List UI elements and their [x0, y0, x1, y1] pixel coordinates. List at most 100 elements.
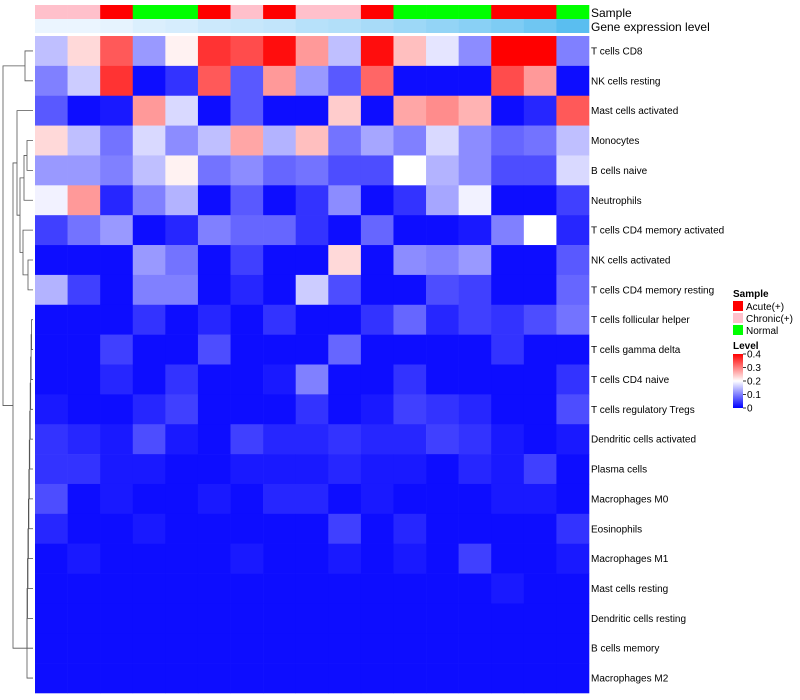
heatmap-cell: [197, 334, 231, 365]
heatmap-cell: [35, 424, 68, 455]
heatmap-cell: [165, 513, 199, 544]
heatmap-cell: [35, 663, 68, 694]
heatmap-cell: [328, 543, 362, 574]
sample-legend: Sample Acute(+)Chronic(+)Normal: [733, 289, 793, 337]
heatmap-cell: [491, 125, 525, 156]
sample-annotation-cell: [100, 5, 134, 19]
row-label: Macrophages M2: [591, 674, 669, 685]
heatmap-cell: [523, 334, 557, 365]
heatmap-cell: [556, 215, 590, 246]
heatmap-cell: [67, 185, 101, 216]
dendrogram-branch: [30, 334, 33, 380]
heatmap-cell: [328, 454, 362, 485]
heatmap-cell: [491, 65, 525, 97]
heatmap-cell: [556, 334, 590, 365]
heatmap-cell: [165, 36, 199, 67]
heatmap-cell: [197, 65, 231, 97]
heatmap-cell: [100, 125, 134, 156]
heatmap-cell: [360, 573, 394, 604]
heatmap-cell: [165, 543, 199, 574]
heatmap-cell: [197, 663, 231, 694]
heatmap-cell: [491, 663, 525, 694]
heatmap-cell: [458, 603, 492, 634]
heatmap-cell: [165, 95, 199, 126]
level-legend-tick-label: 0: [747, 404, 753, 415]
heatmap-cell: [556, 245, 590, 276]
row-label: NK cells activated: [591, 255, 670, 266]
row-labels: T cells CD8 NK cells resting Mast cells ac…: [591, 46, 724, 684]
heatmap-cell: [491, 185, 525, 216]
heatmap-cell: [197, 603, 231, 634]
heatmap-cell: [360, 245, 394, 276]
heatmap-cell: [328, 483, 362, 515]
heatmap-cell: [295, 573, 329, 604]
heatmap-cell: [523, 95, 557, 126]
heatmap-cell: [230, 543, 264, 574]
heatmap-cell: [556, 394, 590, 425]
heatmap-cell: [523, 215, 557, 246]
heatmap-cell: [491, 454, 525, 485]
heatmap-cell: [556, 454, 590, 485]
heatmap-cell: [426, 543, 459, 574]
heatmap-cell: [393, 364, 427, 395]
heatmap-cell: [230, 155, 264, 186]
sample-legend-swatch: [733, 325, 743, 335]
heatmap-cell: [263, 274, 297, 306]
heatmap-cell: [360, 543, 394, 574]
heatmap-cell: [295, 633, 329, 664]
heatmap-cell: [328, 364, 362, 395]
heatmap-cell: [360, 633, 394, 664]
heatmap-cell: [360, 185, 394, 216]
heatmap-cell: [100, 543, 134, 574]
heatmap-cell: [360, 364, 394, 395]
heatmap-cell: [230, 304, 264, 335]
heatmap-cell: [458, 454, 492, 485]
heatmap-cell: [556, 95, 590, 126]
heatmap-cell: [132, 603, 166, 634]
heatmap-cell: [393, 513, 427, 544]
heatmap-cell: [67, 215, 101, 246]
heatmap-cell: [523, 274, 557, 306]
heatmap-cell: [197, 543, 231, 574]
heatmap-cell: [67, 454, 101, 485]
heatmap-cell: [360, 215, 394, 246]
heatmap-cell: [67, 573, 101, 604]
sample-annotation-cell: [230, 5, 264, 19]
heatmap-cell: [263, 513, 297, 544]
heatmap-cell: [328, 603, 362, 634]
heatmap-cell: [426, 215, 459, 246]
heatmap-cell: [67, 334, 101, 365]
heatmap-cell: [263, 364, 297, 395]
heatmap-cell: [197, 394, 231, 425]
heatmap-cell: [67, 483, 101, 515]
heatmap-cell: [165, 603, 199, 634]
heatmap-cell: [491, 95, 525, 126]
heatmap-cell: [263, 424, 297, 455]
expression-annotation-cell: [523, 19, 557, 33]
sample-annotation-cell: [35, 5, 68, 19]
heatmap-cell: [67, 304, 101, 335]
heatmap-cell: [263, 245, 297, 276]
heatmap-cell: [197, 185, 231, 216]
heatmap-cell: [230, 65, 264, 97]
expression-annotation-cell: [132, 19, 166, 33]
sample-annotation-cell: [263, 5, 297, 19]
heatmap-cell: [458, 573, 492, 604]
heatmap-cell: [165, 125, 199, 156]
heatmap-cell: [100, 304, 134, 335]
heatmap-cell: [263, 483, 297, 515]
heatmap-cell: [197, 274, 231, 306]
heatmap-cell: [100, 513, 134, 544]
row-label: Monocytes: [591, 136, 639, 147]
heatmap-cell: [523, 155, 557, 186]
heatmap-cell: [393, 125, 427, 156]
heatmap-cell: [556, 603, 590, 634]
heatmap-cell: [132, 663, 166, 694]
sample-annotation-cell: [328, 5, 362, 19]
heatmap-cell: [67, 274, 101, 306]
heatmap-cell: [458, 95, 492, 126]
heatmap-cell: [132, 95, 166, 126]
row-label: T cells CD4 memory activated: [591, 226, 724, 237]
heatmap-cell: [165, 364, 199, 395]
